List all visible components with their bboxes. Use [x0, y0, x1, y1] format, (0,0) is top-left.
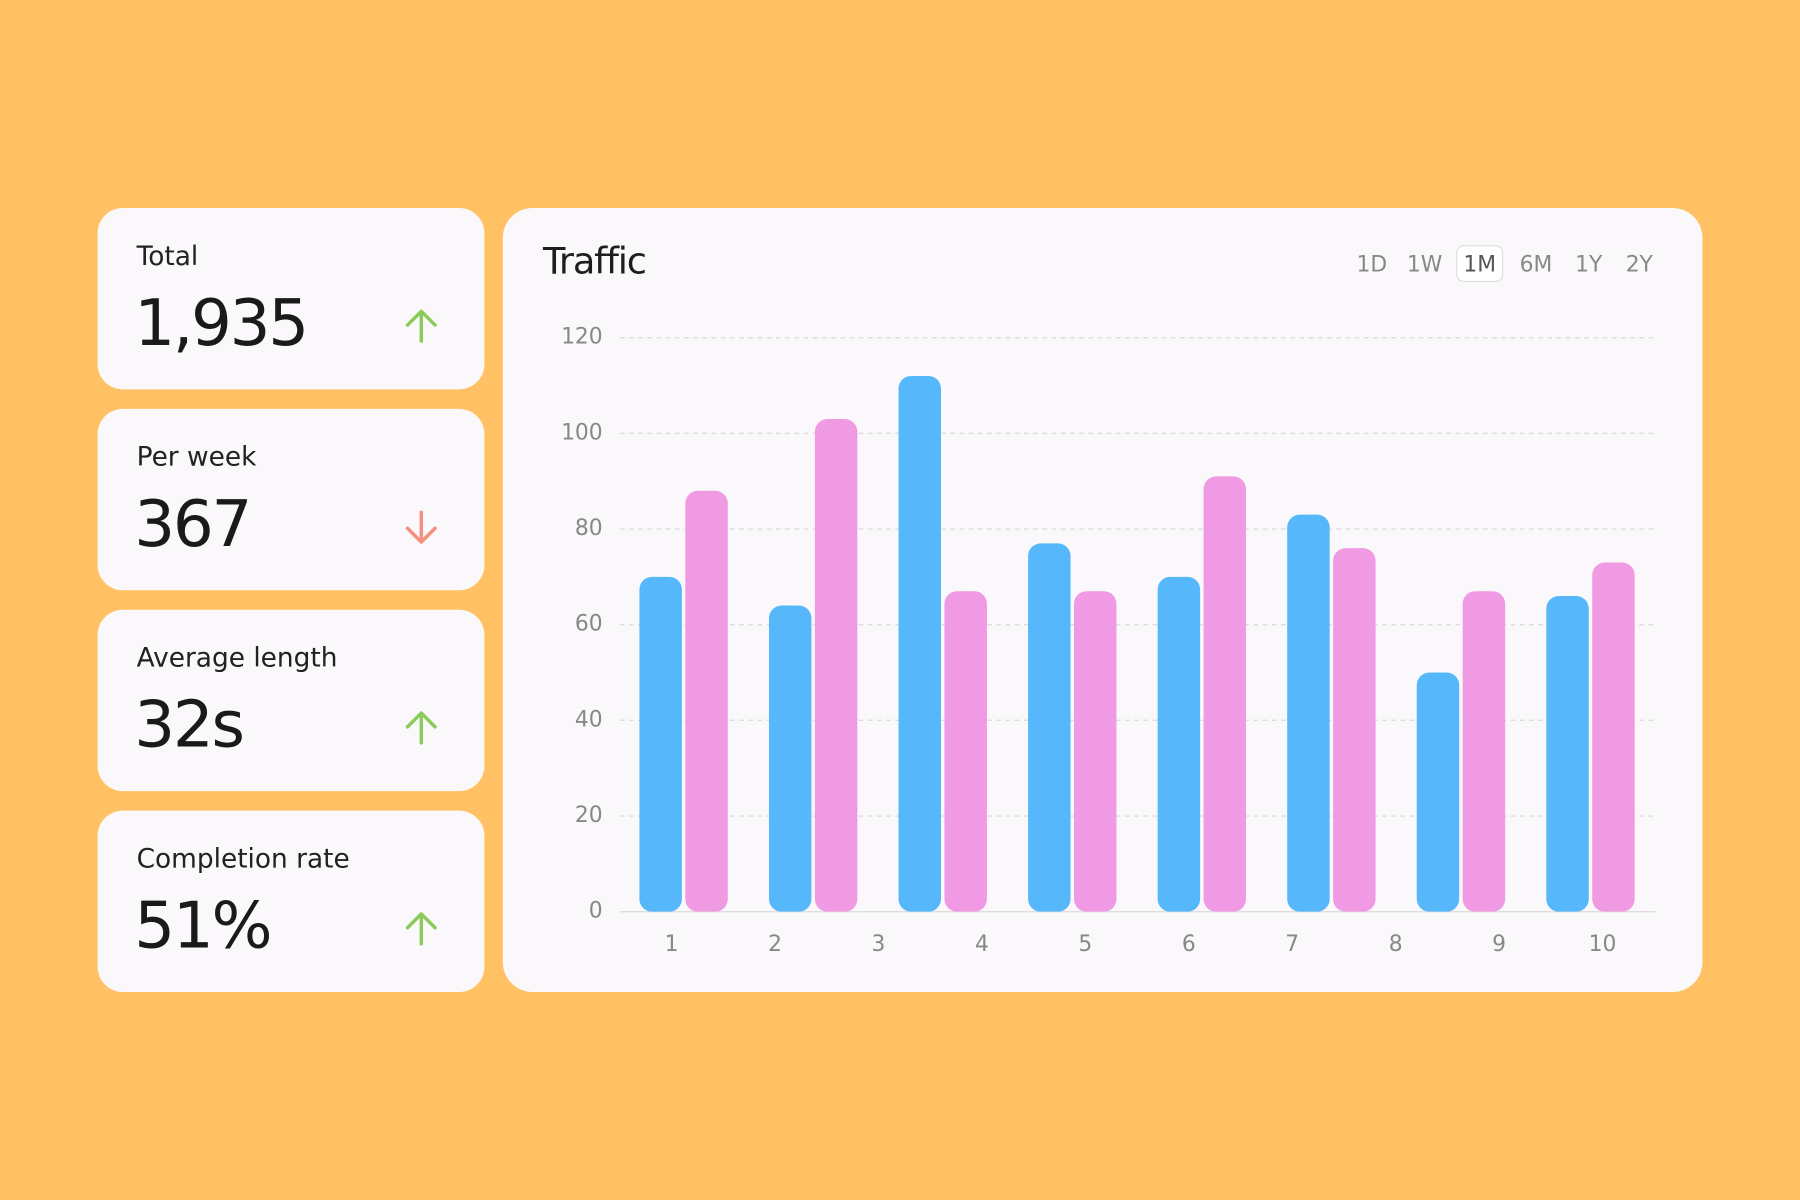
trend-icon — [405, 309, 437, 343]
bar — [1203, 476, 1247, 912]
stat-label: Average length — [137, 643, 338, 674]
x-tick-label: 5 — [1078, 932, 1092, 957]
bar — [1287, 514, 1330, 912]
bar — [1462, 591, 1506, 912]
stat-label: Total — [136, 241, 199, 272]
chart-title: Traffic — [542, 240, 646, 283]
y-tick-label: 100 — [561, 420, 603, 445]
stat-label: Completion rate — [137, 844, 350, 875]
stat-value: 32s — [134, 688, 242, 763]
x-tick-label: 3 — [872, 932, 886, 957]
bar — [814, 419, 858, 912]
stat-card — [97, 207, 485, 390]
stat-card — [97, 810, 485, 993]
range-button[interactable]: 1D — [1356, 252, 1387, 277]
y-tick-label: 60 — [575, 612, 603, 637]
y-tick-label: 80 — [575, 516, 603, 541]
x-tick-label: 2 — [768, 932, 782, 957]
y-tick-label: 120 — [561, 325, 603, 350]
bar — [944, 591, 987, 912]
range-selected-box — [1456, 245, 1504, 283]
bar — [1028, 543, 1071, 912]
bar — [898, 375, 941, 912]
stat-card — [97, 609, 485, 792]
bar — [1157, 576, 1201, 912]
x-tick-label: 4 — [975, 932, 989, 957]
bar — [768, 605, 812, 912]
x-tick-label: 7 — [1285, 932, 1299, 957]
x-tick-label: 8 — [1389, 932, 1403, 957]
trend-icon — [405, 711, 437, 745]
stat-value: 367 — [134, 487, 250, 562]
range-button[interactable]: 1W — [1407, 252, 1442, 277]
bar — [1592, 562, 1635, 912]
range-button[interactable]: 2Y — [1626, 252, 1654, 277]
range-button[interactable]: 6M — [1520, 252, 1553, 277]
x-tick-label: 1 — [665, 932, 679, 957]
y-tick-label: 20 — [575, 803, 603, 828]
x-tick-label: 10 — [1589, 932, 1617, 957]
range-button[interactable]: 1M — [1463, 252, 1496, 277]
bar — [639, 576, 682, 912]
trend-icon — [405, 510, 437, 544]
stat-value: 1,935 — [134, 286, 306, 361]
trend-icon — [405, 912, 437, 946]
bar — [1546, 595, 1589, 912]
stat-card — [97, 408, 485, 591]
stat-value: 51% — [134, 889, 270, 964]
x-tick-label: 6 — [1182, 932, 1196, 957]
range-button[interactable]: 1Y — [1575, 252, 1603, 277]
bar — [1416, 672, 1460, 912]
y-tick-label: 0 — [589, 899, 603, 924]
bar — [685, 490, 728, 912]
bar — [1333, 548, 1376, 912]
y-tick-label: 40 — [575, 707, 603, 732]
stat-label: Per week — [137, 442, 258, 473]
bar — [1073, 591, 1117, 912]
x-tick-label: 9 — [1492, 932, 1506, 957]
